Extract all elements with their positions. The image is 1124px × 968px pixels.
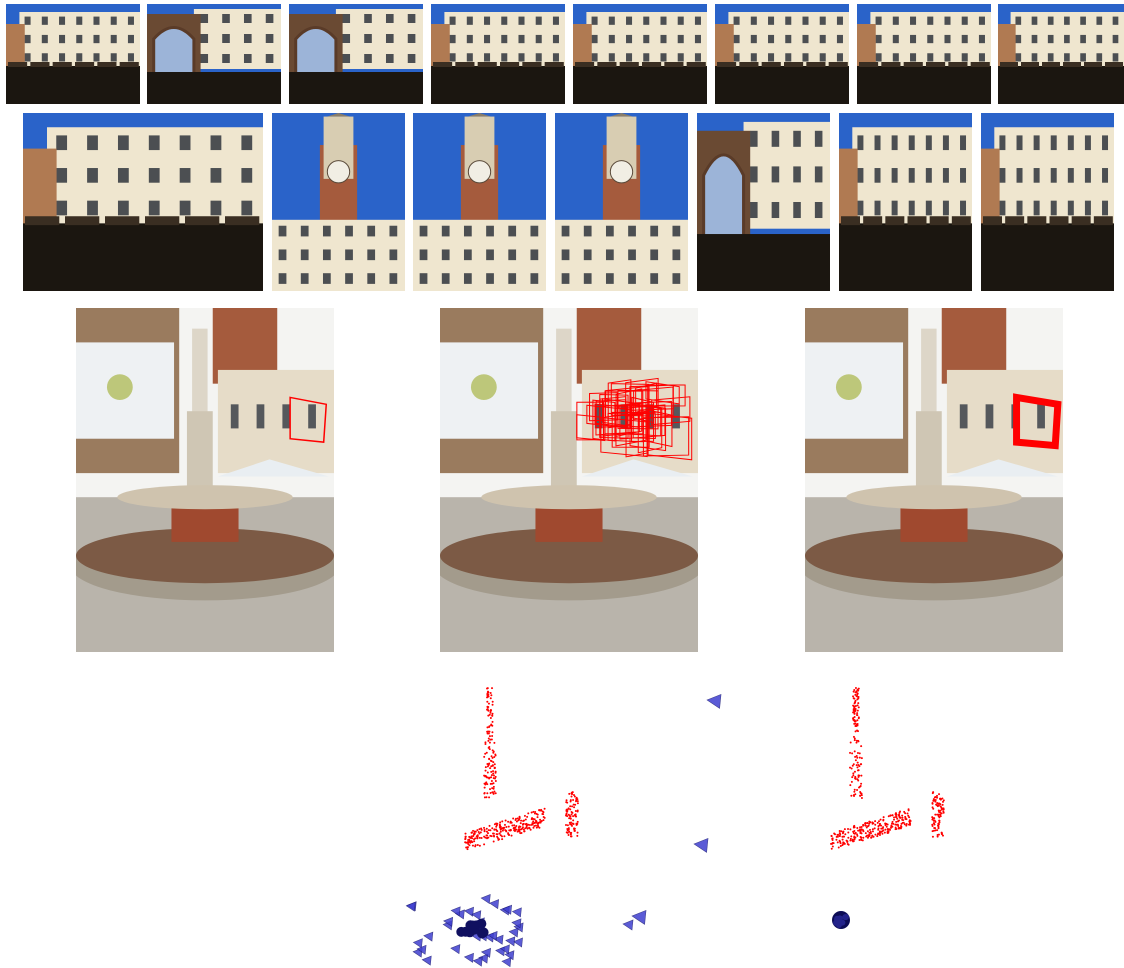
top-row-photo-6 xyxy=(715,4,849,104)
top-row-photo-4 xyxy=(431,4,565,104)
middle-row-photo-3 xyxy=(413,113,546,291)
reconstruction-clustered-cameras xyxy=(830,687,945,929)
top-row-photo-1 xyxy=(6,4,140,104)
reconstruction-plots xyxy=(405,687,945,968)
fountain-panel-1 xyxy=(76,308,334,652)
middle-row-photo-1 xyxy=(23,113,263,291)
middle-row-photo-4 xyxy=(555,113,688,291)
middle-row-photo-6 xyxy=(839,113,972,291)
fountain-panel-2 xyxy=(440,308,698,652)
top-row-photo-5 xyxy=(573,4,707,104)
middle-row-photo-7 xyxy=(981,113,1114,291)
middle-row-photo-2 xyxy=(272,113,405,291)
top-row-photo-2 xyxy=(147,4,281,104)
top-row-photo-7 xyxy=(857,4,991,104)
fountain-panel-3 xyxy=(805,308,1063,652)
top-row-photo-3 xyxy=(289,4,423,104)
top-row-photo-8 xyxy=(998,4,1124,104)
reconstruction-scattered-cameras xyxy=(405,687,722,968)
middle-row-photo-5 xyxy=(697,113,830,291)
